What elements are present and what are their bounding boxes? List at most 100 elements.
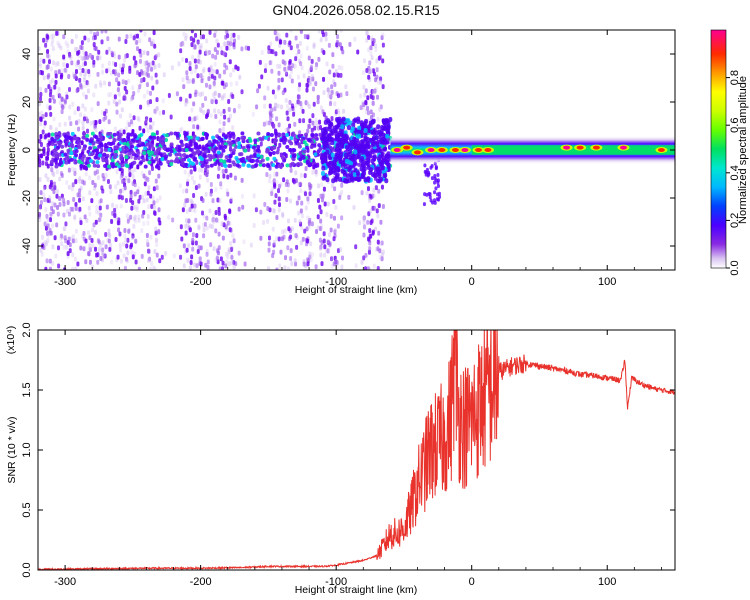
spectrogram-noise-speck (179, 224, 183, 230)
spectrogram-noise-speck (198, 256, 202, 262)
spectrogram-band-speck (327, 162, 332, 168)
spectrogram-noise-speck (199, 73, 203, 79)
spectrogram-noise-speck (152, 265, 156, 270)
spectrogram-noise-speck (202, 227, 206, 233)
spectrogram-band-speck (271, 163, 276, 168)
spectrogram-noise-speck (183, 169, 187, 175)
spectrogram-noise-speck (184, 98, 188, 104)
spectrogram-noise-speck (299, 172, 303, 178)
spectrogram-noise-speck (154, 237, 158, 243)
spectrogram-noise-speck (107, 66, 111, 72)
spectrogram-hotspot (474, 148, 482, 152)
spectrogram-noise-speck (275, 236, 279, 242)
spectrogram-noise-speck (193, 116, 197, 122)
spectrogram-noise-speck (81, 196, 85, 202)
spectrogram-noise-speck (289, 248, 293, 254)
spectrogram-noise-speck (331, 52, 335, 58)
spectrogram-noise-speck (117, 91, 121, 97)
spectrogram-noise-speck (72, 73, 76, 79)
spectrogram-noise-speck (43, 240, 47, 246)
spectrogram-noise-speck (88, 259, 92, 265)
spectrogram-noise-speck (289, 234, 293, 240)
spectrogram-noise-speck (142, 221, 146, 227)
spectrogram-noise-speck (235, 81, 239, 87)
spectrogram-noise-speck (304, 165, 308, 171)
spectrogram-noise-speck (211, 68, 215, 74)
spectrogram-noise-speck (229, 146, 233, 152)
spectrogram-noise-speck (298, 182, 302, 188)
spectrogram-noise-speck (294, 261, 298, 267)
spectrogram-noise-speck (143, 31, 147, 37)
spectrogram-noise-speck (100, 129, 104, 135)
spectrogram-noise-speck (275, 36, 279, 42)
spectrogram-noise-speck (138, 48, 142, 54)
spectrogram-noise-speck (157, 63, 161, 69)
spectrogram-noise-speck (42, 75, 46, 81)
spectrogram-noise-speck (125, 34, 129, 40)
spectrogram-noise-speck (372, 205, 376, 211)
spectrogram-tail-speck (433, 198, 437, 203)
spectrogram-band-speck (384, 178, 389, 184)
spectrogram-noise-speck (286, 218, 290, 224)
spectrogram-band-speck (372, 135, 377, 141)
spectrogram-noise-speck (103, 111, 107, 117)
spectrogram-noise-speck (91, 264, 95, 270)
spectrogram-noise-speck (306, 34, 310, 40)
spectrogram-noise-speck (191, 237, 195, 243)
spectrogram-band-speck (136, 150, 141, 155)
spectrogram-noise-speck (179, 128, 183, 134)
spectrogram-noise-speck (340, 189, 344, 195)
spectrogram-band-speck (235, 163, 240, 168)
spectrogram-noise-speck (74, 179, 78, 185)
spectrogram-noise-speck (228, 59, 232, 65)
spectrogram-noise-speck (67, 184, 71, 190)
spectrogram-noise-speck (39, 190, 43, 196)
spectrogram-noise-speck (142, 93, 146, 99)
spectrogram-noise-speck (192, 179, 196, 185)
spectrogram-band-speck (81, 131, 86, 136)
spectrogram-noise-speck (294, 35, 298, 41)
spectrogram-noise-speck (39, 57, 43, 63)
spectrogram-noise-speck (139, 30, 143, 33)
spectrogram-noise-speck (49, 230, 53, 236)
spectrogram-noise-speck (363, 92, 367, 98)
spectrogram-noise-speck (195, 263, 199, 269)
spectrogram-noise-speck (300, 213, 304, 219)
spectrogram-band-speck (359, 144, 364, 150)
spectrogram-band-speck (382, 146, 387, 152)
spectrogram-noise-speck (299, 240, 303, 246)
spectrogram-band-speck (288, 148, 293, 153)
spectrogram-band-speck (277, 132, 282, 137)
spectrogram-noise-speck (197, 224, 201, 230)
spectrogram-noise-speck (59, 233, 63, 239)
spectrogram-noise-speck (134, 238, 138, 244)
spectrogram-band-speck (317, 143, 322, 148)
spectrogram-noise-speck (84, 238, 88, 244)
spectrogram-noise-speck (215, 38, 219, 44)
spectrogram-band-speck (380, 165, 385, 171)
spectrogram-band-speck (354, 175, 359, 181)
spectrogram-noise-speck (376, 213, 380, 219)
spectrogram-noise-speck (192, 207, 196, 213)
spectrogram-band-speck (230, 131, 235, 136)
spectrogram-noise-speck (378, 255, 382, 261)
spectrogram-noise-speck (46, 230, 50, 236)
spectrogram-band-speck (99, 143, 104, 148)
spectrogram-noise-speck (51, 200, 55, 206)
spectrogram-band-speck (360, 172, 365, 178)
spectrogram-noise-speck (190, 175, 194, 181)
spectrogram-noise-speck (197, 58, 201, 64)
snr-y-tick-label: 1.0 (21, 442, 33, 457)
spectrogram-noise-speck (212, 82, 216, 88)
spectrogram-noise-speck (381, 58, 385, 64)
spectrogram-noise-speck (368, 228, 372, 234)
spectrogram-noise-speck (375, 208, 379, 214)
spectrogram-noise-speck (51, 209, 55, 215)
spectrogram-noise-speck (311, 113, 315, 119)
spectrogram-band-speck (78, 153, 83, 158)
spectrogram-noise-speck (374, 86, 378, 92)
spectrogram-band-speck (215, 159, 220, 164)
spectrogram-noise-speck (38, 162, 42, 168)
spectrogram-noise-speck (188, 78, 192, 84)
